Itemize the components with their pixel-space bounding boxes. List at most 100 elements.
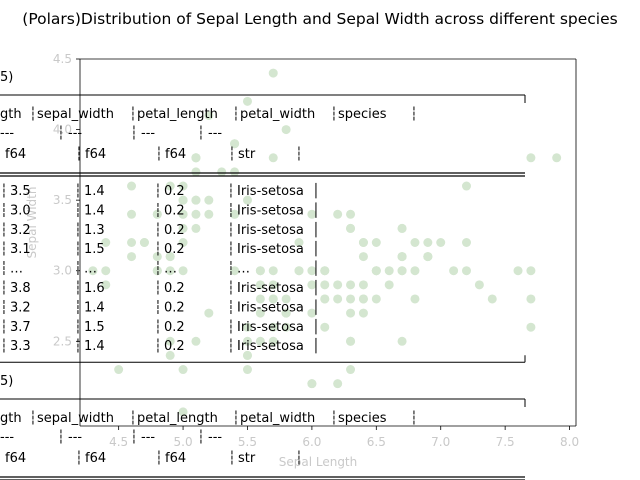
table-dtype-cell: f64 (85, 451, 106, 466)
data-point (191, 167, 201, 177)
data-point (204, 308, 214, 318)
table-sep-cell: --- (208, 126, 222, 141)
data-point (178, 209, 188, 219)
table-dtype-cell: f64 (5, 451, 26, 466)
table-sep-cell: --- (68, 126, 82, 141)
data-point (127, 181, 137, 191)
data-point (230, 167, 240, 177)
dataframe-overlay-0: 5)gth sepal_width┆ petal_length┆ petal_widt… (0, 70, 526, 363)
data-point (165, 350, 175, 360)
column-separator: ┆ (197, 429, 205, 445)
data-point (178, 238, 188, 247)
table-header-cell: petal_width (240, 107, 315, 122)
column-separator: ┆ (129, 410, 137, 426)
table-sep-cell: --- (141, 430, 155, 445)
column-separator: │ (312, 240, 320, 257)
data-point (513, 266, 523, 276)
data-point (449, 266, 459, 276)
data-point (333, 379, 343, 389)
data-point (423, 252, 433, 262)
data-point (526, 266, 536, 276)
data-point (333, 294, 343, 304)
data-point (268, 322, 278, 332)
column-separator: ┆ (154, 241, 162, 257)
data-point (165, 336, 175, 346)
table-cell: 0.2 (164, 339, 185, 354)
table-cell: 1.6 (84, 281, 105, 296)
data-point (178, 407, 188, 417)
data-point (242, 365, 252, 375)
table-cell: 1.5 (84, 320, 105, 335)
table-cell: 0.2 (164, 300, 185, 315)
y-axis-label: Sepal Width (25, 187, 39, 259)
data-point (127, 252, 137, 262)
column-separator: ┆ (74, 280, 82, 296)
column-separator: ┆ (74, 241, 82, 257)
data-point (191, 209, 201, 219)
data-point (371, 238, 381, 247)
data-point (552, 153, 562, 163)
column-separator: │ (312, 221, 320, 238)
table-cell: Iris-setosa (237, 281, 304, 296)
table-overlays: 5)gth sepal_width┆ petal_length┆ petal_widt… (0, 70, 526, 480)
table-dtype-cell: f64 (165, 147, 186, 162)
data-point (165, 181, 175, 191)
table-cell: Iris-setosa (237, 320, 304, 335)
data-point (410, 294, 420, 304)
data-point (178, 195, 188, 205)
table-header-cell: petal_length (137, 411, 218, 426)
column-separator: ┆ (154, 183, 162, 199)
data-point (268, 266, 278, 276)
data-point (371, 294, 381, 304)
data-point (242, 350, 252, 360)
table-header-cell: petal_length (137, 107, 218, 122)
data-point (152, 209, 162, 219)
data-point (384, 280, 394, 290)
table-cell: … (237, 262, 250, 277)
table-cell: 1.4 (84, 203, 105, 218)
table-header-cell: gth (0, 411, 22, 426)
table-cell: Iris-setosa (237, 203, 304, 218)
column-separator: ┆ (74, 299, 82, 315)
column-separator: ┆ (29, 106, 37, 122)
column-separator: ┆ (232, 106, 240, 122)
data-point (268, 336, 278, 346)
y-tick-label: 2.5 (53, 334, 72, 348)
table-dtype-cell: f64 (165, 451, 186, 466)
data-point (358, 294, 368, 304)
data-point (307, 308, 317, 318)
data-point (294, 266, 304, 276)
table-dtype-cell: f64 (85, 147, 106, 162)
column-separator: ┆ (130, 429, 138, 445)
data-point (307, 280, 317, 290)
table-sep-cell: --- (141, 126, 155, 141)
table-cell: 0.2 (164, 281, 185, 296)
axes: 4.5 5.0 5.5 6.0 6.5 7.0 7.5 8.0 2.5 3.0 3.5 4.0 4.5 S… (25, 52, 579, 469)
table-sep-cell: --- (68, 430, 82, 445)
table-cell: 1.4 (84, 184, 105, 199)
data-point (191, 336, 201, 346)
data-point (358, 252, 368, 262)
column-separator: ┆ (197, 125, 205, 141)
data-point (371, 266, 381, 276)
x-tick-label: 4.5 (109, 435, 128, 449)
data-point (281, 125, 291, 135)
data-points (88, 68, 562, 417)
data-point (346, 308, 356, 318)
column-separator: ┆ (227, 183, 235, 199)
column-separator: ┆ (75, 450, 83, 466)
column-separator: ┆ (0, 280, 8, 296)
column-separator: ┆ (155, 450, 163, 466)
column-separator: ┆ (74, 183, 82, 199)
column-separator: ┆ (0, 299, 8, 315)
column-separator: ┆ (29, 410, 37, 426)
column-separator: ┆ (154, 299, 162, 315)
data-point (204, 110, 214, 120)
data-point (320, 266, 330, 276)
table-cell: Iris-setosa (237, 184, 304, 199)
data-point (320, 322, 330, 332)
data-point (242, 96, 252, 106)
column-separator: ┆ (74, 202, 82, 218)
column-separator: ┆ (0, 450, 3, 466)
